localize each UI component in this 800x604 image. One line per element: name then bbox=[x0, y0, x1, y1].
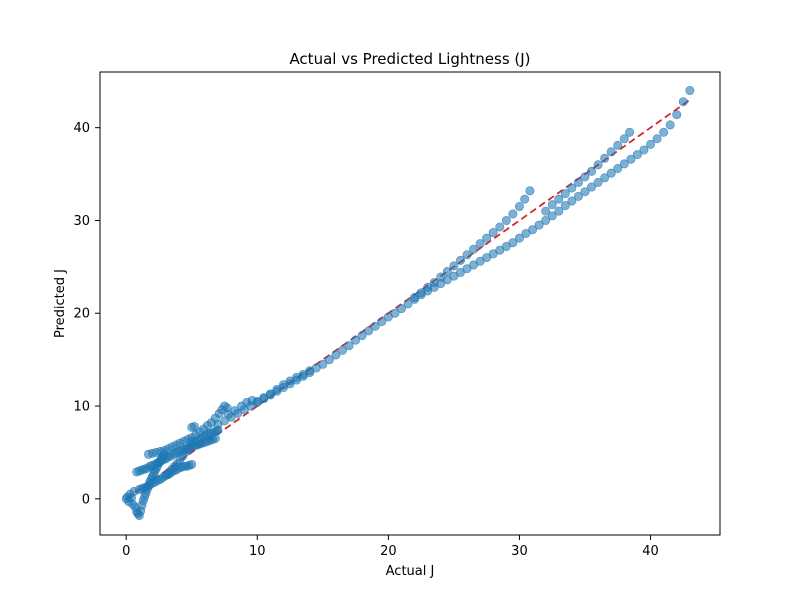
data-point bbox=[508, 209, 518, 219]
data-point bbox=[265, 389, 275, 399]
data-point bbox=[652, 134, 662, 144]
y-tick-label: 40 bbox=[73, 121, 90, 136]
data-point bbox=[547, 200, 557, 210]
data-point bbox=[593, 160, 603, 170]
y-tick-label: 0 bbox=[82, 492, 90, 507]
data-point bbox=[357, 331, 367, 341]
x-axis-title: Actual J bbox=[386, 564, 435, 579]
data-point bbox=[600, 153, 610, 163]
data-point bbox=[508, 238, 518, 248]
data-point bbox=[501, 215, 511, 225]
data-point bbox=[416, 288, 426, 298]
data-point bbox=[187, 422, 197, 432]
data-point bbox=[665, 120, 675, 130]
data-point bbox=[541, 206, 551, 216]
y-tick-label: 30 bbox=[73, 214, 90, 229]
x-axis-ticks: 0 10 20 30 40 bbox=[122, 535, 659, 559]
data-point bbox=[554, 206, 564, 216]
data-point bbox=[587, 182, 597, 192]
data-point bbox=[305, 366, 315, 376]
data-point bbox=[377, 317, 387, 327]
data-point bbox=[593, 177, 603, 187]
data-point bbox=[482, 233, 492, 243]
data-point bbox=[626, 154, 636, 164]
data-point bbox=[659, 127, 669, 137]
data-point bbox=[318, 359, 328, 369]
data-point bbox=[525, 186, 535, 196]
data-point bbox=[495, 222, 505, 232]
data-point bbox=[600, 173, 610, 183]
data-point bbox=[469, 244, 479, 254]
data-point bbox=[520, 194, 530, 204]
data-point bbox=[632, 150, 642, 160]
data-point bbox=[488, 228, 498, 238]
plot-frame bbox=[99, 71, 721, 536]
data-point bbox=[678, 97, 688, 107]
data-point bbox=[619, 159, 629, 169]
data-point bbox=[230, 406, 240, 416]
data-point bbox=[344, 341, 354, 351]
data-point bbox=[560, 189, 570, 199]
y-tick-label: 10 bbox=[73, 400, 90, 415]
data-point bbox=[429, 278, 439, 288]
data-point bbox=[587, 166, 597, 176]
data-point bbox=[580, 172, 590, 182]
data-point bbox=[606, 168, 616, 178]
data-point bbox=[351, 335, 361, 345]
data-point bbox=[547, 211, 557, 221]
data-point bbox=[364, 326, 374, 336]
data-point bbox=[514, 233, 524, 243]
x-tick-label: 10 bbox=[249, 544, 266, 559]
data-point bbox=[403, 299, 413, 309]
data-point bbox=[370, 321, 380, 331]
chart-title: Actual vs Predicted Lightness (J) bbox=[289, 50, 530, 68]
data-point bbox=[475, 239, 485, 249]
data-point bbox=[396, 304, 406, 314]
data-point bbox=[462, 250, 472, 260]
data-point bbox=[613, 140, 623, 150]
data-point bbox=[331, 350, 341, 360]
data-point bbox=[449, 261, 459, 271]
data-point bbox=[613, 164, 623, 174]
data-point bbox=[534, 220, 544, 230]
data-point bbox=[541, 215, 551, 225]
data-point bbox=[685, 86, 695, 96]
data-point bbox=[573, 177, 583, 187]
data-point bbox=[573, 191, 583, 201]
data-point bbox=[442, 266, 452, 276]
data-point bbox=[390, 308, 400, 318]
data-point bbox=[625, 127, 635, 137]
data-point bbox=[324, 355, 334, 365]
y-axis-title: Predicted J bbox=[53, 269, 68, 338]
data-point bbox=[580, 187, 590, 197]
data-point bbox=[337, 345, 347, 355]
x-tick-label: 0 bbox=[122, 544, 130, 559]
data-point bbox=[247, 395, 257, 405]
data-point bbox=[423, 282, 433, 292]
x-tick-label: 40 bbox=[642, 544, 659, 559]
data-point bbox=[619, 134, 629, 144]
data-point bbox=[272, 384, 282, 394]
data-points-layer bbox=[121, 86, 695, 521]
y-axis-ticks: 0 10 20 30 40 bbox=[73, 121, 100, 507]
data-point bbox=[455, 255, 465, 265]
data-point bbox=[436, 272, 446, 282]
x-tick-label: 20 bbox=[380, 544, 397, 559]
data-point bbox=[410, 292, 420, 302]
data-point bbox=[554, 194, 564, 204]
data-point bbox=[646, 139, 656, 149]
data-point bbox=[672, 110, 682, 120]
data-point bbox=[567, 183, 577, 193]
data-point bbox=[187, 459, 197, 469]
data-point bbox=[606, 147, 616, 157]
x-tick-label: 30 bbox=[511, 544, 528, 559]
data-point bbox=[639, 145, 649, 155]
data-point bbox=[528, 225, 538, 235]
data-point bbox=[514, 202, 524, 212]
data-point bbox=[567, 196, 577, 206]
y-tick-label: 20 bbox=[73, 307, 90, 322]
data-point bbox=[560, 201, 570, 211]
